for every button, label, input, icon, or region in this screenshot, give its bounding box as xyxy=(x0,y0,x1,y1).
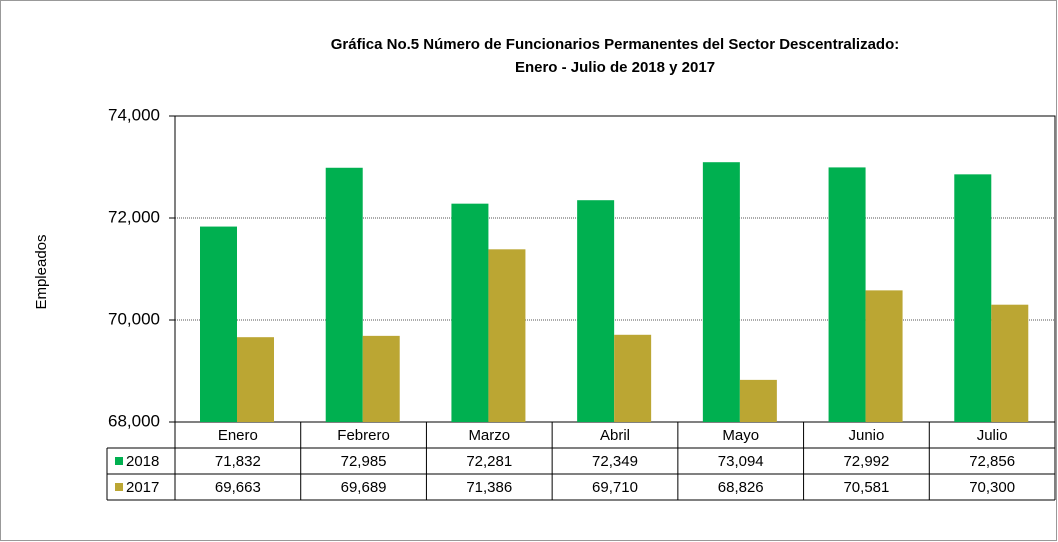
x-tick-label: Febrero xyxy=(337,427,390,444)
table-value: 70,300 xyxy=(969,479,1015,496)
table-value: 69,710 xyxy=(592,479,638,496)
bar xyxy=(828,167,866,422)
table-value: 72,985 xyxy=(341,453,387,470)
bar xyxy=(451,203,489,422)
table-value: 72,992 xyxy=(843,453,889,470)
legend-swatch xyxy=(115,457,123,465)
bar xyxy=(865,290,903,422)
table-value: 72,856 xyxy=(969,453,1015,470)
bar xyxy=(954,174,992,422)
bar xyxy=(362,335,400,422)
table-value: 71,386 xyxy=(466,479,512,496)
legend-label: 2018 xyxy=(126,453,159,470)
bar xyxy=(488,249,526,422)
y-axis-label: Empleados xyxy=(33,234,50,309)
table-value: 69,663 xyxy=(215,479,261,496)
table-value: 72,349 xyxy=(592,453,638,470)
x-tick-label: Junio xyxy=(848,427,884,444)
x-tick-label: Enero xyxy=(218,427,258,444)
chart-subtitle: Enero - Julio de 2018 y 2017 xyxy=(515,59,715,76)
table-value: 71,832 xyxy=(215,453,261,470)
bar xyxy=(702,162,740,422)
bar xyxy=(991,304,1029,422)
y-tick-label: 74,000 xyxy=(108,105,160,124)
y-tick-label: 68,000 xyxy=(108,411,160,430)
bar xyxy=(577,200,615,422)
table-value: 73,094 xyxy=(718,453,764,470)
x-tick-label: Marzo xyxy=(468,427,510,444)
table-value: 68,826 xyxy=(718,479,764,496)
bar xyxy=(237,337,274,422)
x-tick-label: Julio xyxy=(977,427,1008,444)
x-tick-label: Abril xyxy=(600,427,630,444)
bar xyxy=(200,226,237,422)
table-value: 72,281 xyxy=(466,453,512,470)
table-value: 70,581 xyxy=(843,479,889,496)
x-tick-label: Mayo xyxy=(722,427,759,444)
y-tick-label: 70,000 xyxy=(108,309,160,328)
bar xyxy=(614,334,652,422)
bar xyxy=(325,167,363,422)
legend-swatch xyxy=(115,483,123,491)
legend-label: 2017 xyxy=(126,479,159,496)
table-value: 69,689 xyxy=(341,479,387,496)
chart-title: Gráfica No.5 Número de Funcionarios Perm… xyxy=(331,36,900,53)
bar xyxy=(739,379,777,422)
y-tick-label: 72,000 xyxy=(108,207,160,226)
